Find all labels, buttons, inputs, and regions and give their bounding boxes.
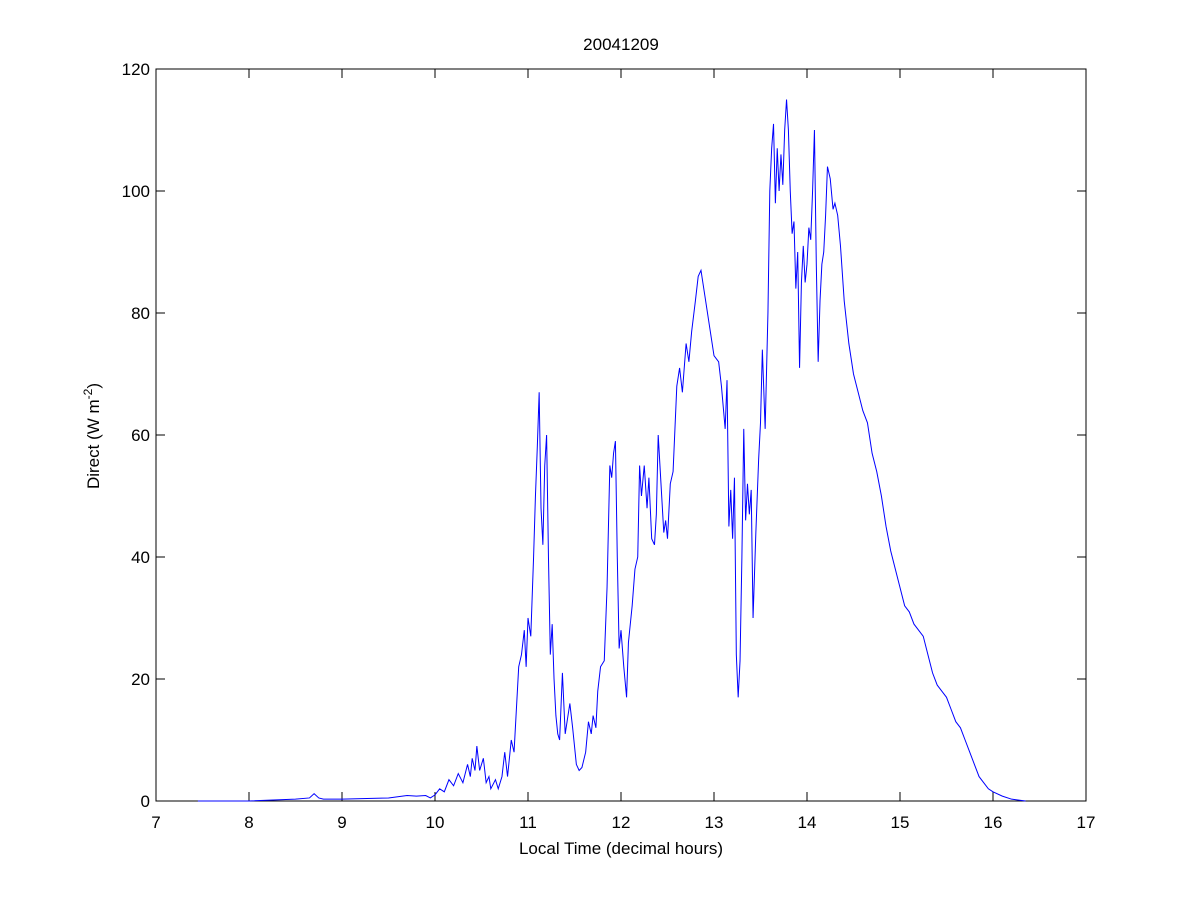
y-axis-label-text: Direct (W m [84, 399, 103, 489]
x-tick-label: 13 [705, 813, 724, 832]
x-tick-label: 15 [891, 813, 910, 832]
y-tick-label: 60 [131, 426, 150, 445]
y-tick-label: 80 [131, 304, 150, 323]
y-tick-label: 40 [131, 548, 150, 567]
x-tick-label: 8 [244, 813, 253, 832]
y-tick-label: 20 [131, 670, 150, 689]
x-tick-label: 10 [426, 813, 445, 832]
y-tick-label: 120 [122, 60, 150, 79]
x-tick-label: 16 [984, 813, 1003, 832]
x-tick-label: 12 [612, 813, 631, 832]
chart-title: 20041209 [583, 35, 659, 54]
y-axis-label-suffix: ) [84, 383, 103, 389]
x-tick-label: 11 [519, 813, 537, 832]
y-tick-label: 0 [141, 792, 150, 811]
y-axis-label: Direct (W m-2) [81, 383, 103, 489]
x-tick-label: 14 [798, 813, 817, 832]
y-axis-label-superscript: -2 [81, 388, 95, 399]
x-tick-label: 17 [1077, 813, 1096, 832]
x-tick-label: 9 [337, 813, 346, 832]
data-line [197, 99, 1026, 802]
y-tick-label: 100 [122, 182, 150, 201]
plot-frame [155, 68, 1087, 802]
x-tick-label: 7 [151, 813, 160, 832]
x-axis-label: Local Time (decimal hours) [519, 839, 723, 858]
